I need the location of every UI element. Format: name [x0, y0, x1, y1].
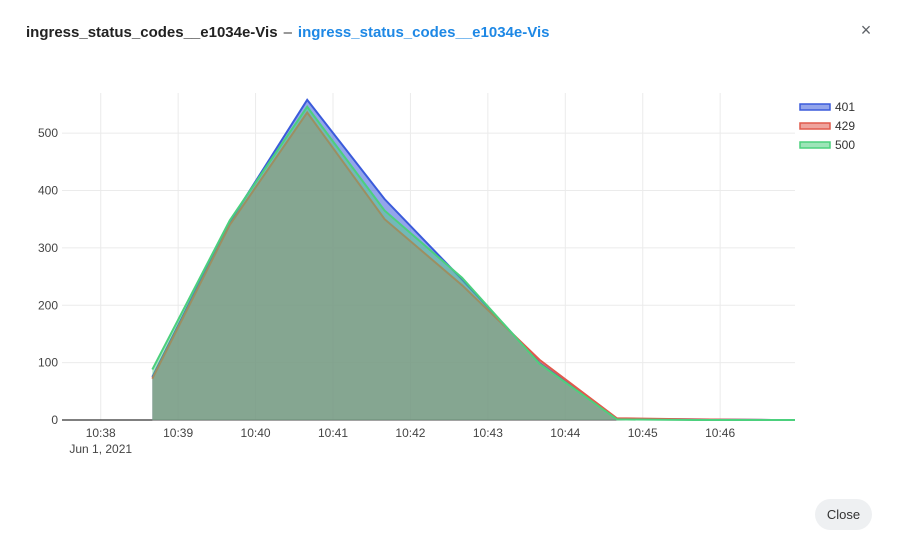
- x-tick-label: 10:40: [241, 426, 271, 440]
- x-tick-label: 10:39: [163, 426, 193, 440]
- title-separator: –: [283, 24, 292, 41]
- x-tick-label: 10:45: [628, 426, 658, 440]
- point-500: [382, 208, 386, 212]
- y-tick-label: 300: [38, 241, 58, 255]
- point-500: [692, 418, 696, 422]
- line-500: [151, 105, 795, 421]
- area-500: [152, 106, 796, 420]
- legend-label[interactable]: 401: [835, 100, 855, 114]
- visualization-link[interactable]: ingress_status_codes__e1034e-Vis: [297, 24, 550, 41]
- y-tick-label: 100: [38, 356, 58, 370]
- x-tick-label: 10:43: [473, 426, 503, 440]
- legend-label[interactable]: 500: [835, 138, 855, 152]
- point-500: [615, 417, 619, 421]
- x-tick-label: 10:38: [86, 426, 116, 440]
- dialog-title: ingress_status_codes__e1034e-Vis: [26, 24, 278, 41]
- y-tick-label: 500: [38, 126, 58, 140]
- legend-swatch[interactable]: [799, 122, 831, 130]
- point-500: [150, 367, 154, 371]
- close-icon[interactable]: ×: [860, 19, 872, 40]
- x-tick-label: 10:41: [318, 426, 348, 440]
- legend-label[interactable]: 429: [835, 119, 855, 133]
- x-tick-label: 10:46: [705, 426, 735, 440]
- point-500: [305, 105, 309, 109]
- point-401: [382, 197, 386, 201]
- area-401: [152, 99, 796, 420]
- y-tick-label: 200: [38, 298, 58, 312]
- x-tick-label: 10:42: [395, 426, 425, 440]
- chart-container: 0 100 200 300 400 500 10:38 Jun 1, 2021 10:39 10:…: [0, 80, 898, 470]
- x-tick-label: 10:44: [550, 426, 580, 440]
- close-button[interactable]: Close: [815, 499, 872, 530]
- area-429: [152, 112, 796, 421]
- area-chart: 0 100 200 300 400 500 10:38 Jun 1, 2021 10:39 10:…: [38, 93, 855, 456]
- point-401: [305, 98, 309, 102]
- point-500: [770, 418, 774, 422]
- legend-swatch[interactable]: [799, 103, 831, 111]
- y-tick-label: 400: [38, 184, 58, 198]
- legend-swatch[interactable]: [799, 141, 831, 149]
- point-500: [228, 218, 232, 222]
- point-500: [460, 276, 464, 280]
- point-500: [537, 362, 541, 366]
- y-tick-label: 0: [51, 413, 58, 427]
- x-date-label: Jun 1, 2021: [69, 442, 132, 456]
- dialog-header: ingress_status_codes__e1034e-Vis – ingress…: [26, 24, 549, 41]
